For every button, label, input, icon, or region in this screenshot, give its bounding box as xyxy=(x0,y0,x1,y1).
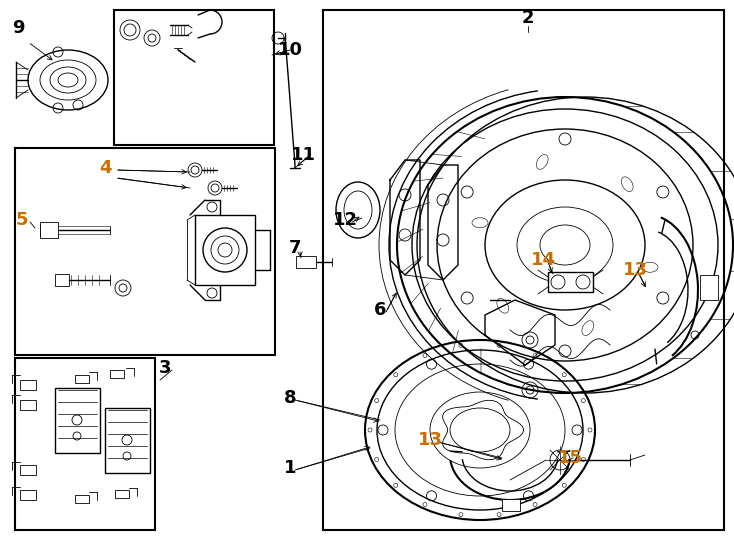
Text: 13: 13 xyxy=(622,261,647,279)
Bar xyxy=(55,274,69,286)
Bar xyxy=(15,358,155,530)
Bar xyxy=(114,10,274,145)
Text: 13: 13 xyxy=(418,431,443,449)
Bar xyxy=(195,215,255,285)
Bar xyxy=(15,148,275,355)
Bar xyxy=(105,408,150,473)
Text: 2: 2 xyxy=(522,9,534,27)
Bar xyxy=(55,388,100,453)
Text: 7: 7 xyxy=(288,239,301,257)
Bar xyxy=(75,375,89,383)
Bar xyxy=(548,272,593,292)
Text: 4: 4 xyxy=(99,159,112,177)
Bar xyxy=(110,370,124,378)
Bar xyxy=(20,380,36,390)
Text: 11: 11 xyxy=(291,146,316,164)
Bar xyxy=(323,10,724,530)
Bar xyxy=(115,490,129,498)
Bar xyxy=(20,400,36,410)
Bar xyxy=(20,490,36,500)
Text: 12: 12 xyxy=(333,211,357,229)
Text: 6: 6 xyxy=(374,301,386,319)
Text: 5: 5 xyxy=(15,211,28,229)
Text: 15: 15 xyxy=(558,449,583,467)
Text: 9: 9 xyxy=(12,19,24,37)
Bar xyxy=(40,222,58,238)
Text: 3: 3 xyxy=(159,359,171,377)
Bar xyxy=(20,465,36,475)
Bar xyxy=(700,275,718,300)
Text: 10: 10 xyxy=(277,41,302,59)
Bar xyxy=(75,495,89,503)
Text: 8: 8 xyxy=(283,389,297,407)
Bar xyxy=(296,256,316,268)
Text: 14: 14 xyxy=(531,251,556,269)
Bar xyxy=(502,499,520,511)
Text: 1: 1 xyxy=(284,459,297,477)
